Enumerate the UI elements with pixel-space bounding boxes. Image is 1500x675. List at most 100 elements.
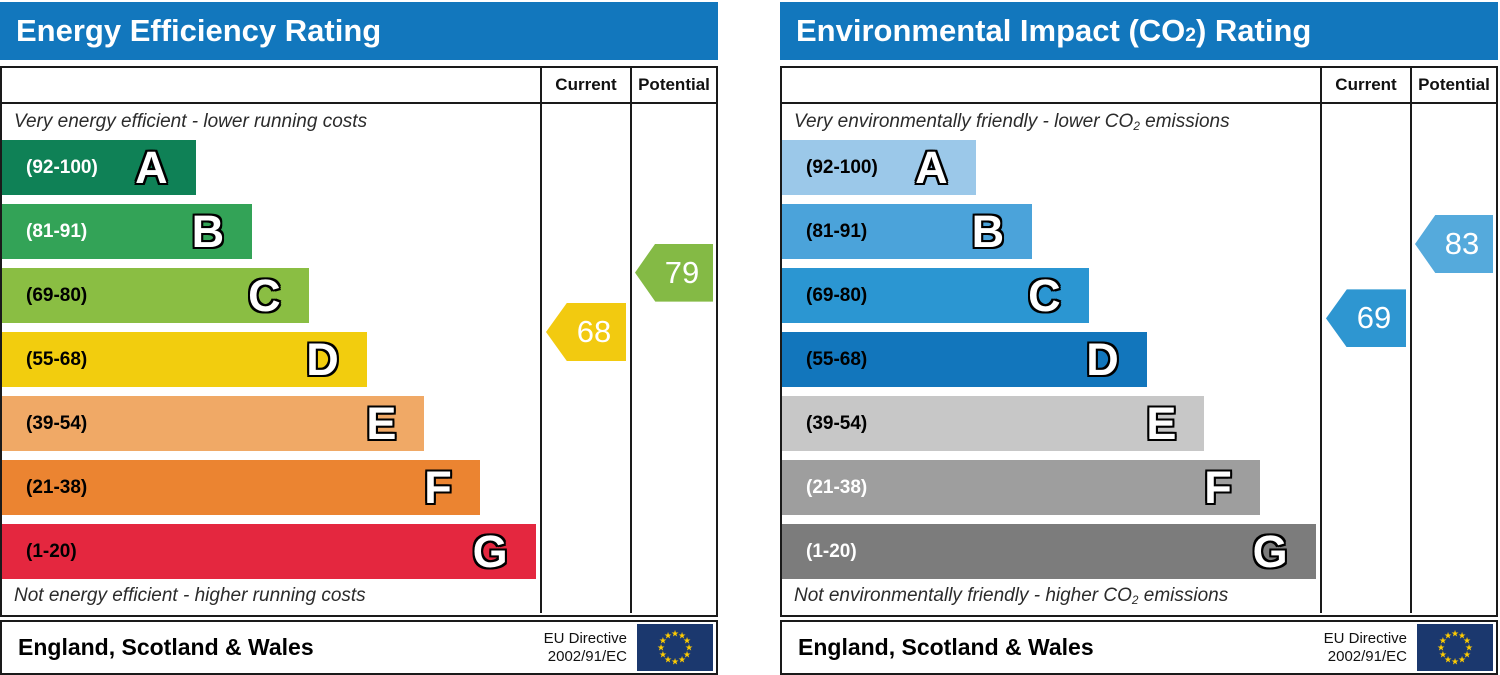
header-spacer [782, 68, 1320, 102]
current-rating-value: 68 [576, 314, 612, 349]
panel-title-subscript: 2 [1185, 25, 1196, 47]
potential-arrow: 83 [1415, 215, 1493, 273]
current-arrow: 69 [1326, 289, 1406, 348]
potential-rating-value: 79 [664, 254, 700, 290]
svg-text:★: ★ [1437, 644, 1445, 654]
band-letter: E [1146, 398, 1177, 449]
svg-text:★: ★ [678, 656, 686, 666]
panel-title: Environmental Impact (CO 2) Rating [780, 2, 1498, 60]
current-column-header: Current [1320, 68, 1410, 102]
svg-text:★: ★ [1439, 651, 1447, 661]
svg-text:★: ★ [1444, 656, 1452, 666]
band-range-label: (92-100) [26, 156, 98, 178]
band-row-f: (21-38) F [2, 460, 480, 515]
band-row-d: (55-68) D [782, 332, 1147, 387]
band-letter: B [971, 206, 1005, 257]
eu-flag-icon: ★★★ ★★★ ★★★ ★★★ [1417, 624, 1493, 671]
band-range-label: (55-68) [26, 348, 88, 370]
panel-title-text: Environmental Impact (CO [796, 13, 1186, 48]
band-letter: F [1204, 462, 1232, 513]
svg-text:★: ★ [685, 644, 693, 654]
band-letter: B [191, 206, 225, 257]
svg-text:★: ★ [664, 631, 672, 641]
band-row-b: (81-91) B [782, 204, 1033, 259]
svg-text:★: ★ [659, 637, 667, 647]
caption-top: Very environmentally friendly - lower CO… [794, 111, 1314, 133]
eu-directive-label: EU Directive 2002/91/EC [1324, 630, 1407, 666]
band-letter: G [1252, 526, 1288, 577]
panel-title: Energy Efficiency Rating [0, 2, 718, 60]
svg-text:★: ★ [659, 651, 667, 661]
potential-arrow: 79 [635, 243, 713, 302]
rating-table: Current Potential Very energy efficient … [0, 66, 718, 617]
region-label: England, Scotland & Wales [18, 634, 314, 660]
current-column-header: Current [540, 68, 630, 102]
footer: England, Scotland & Wales EU Directive 2… [0, 620, 718, 675]
band-range-label: (21-38) [26, 476, 88, 498]
band-letter: E [366, 398, 397, 449]
eu-directive-line2: 2002/91/EC [1327, 647, 1407, 665]
environmental-impact-panel: Environmental Impact (CO 2) Rating Curren… [780, 0, 1498, 675]
band-row-a: (92-100) A [782, 140, 976, 195]
band-row-c: (69-80) C [2, 268, 309, 323]
eu-directive-line2: 2002/91/EC [547, 647, 627, 665]
potential-column-header: Potential [630, 68, 716, 102]
current-rating-value: 69 [1356, 300, 1392, 336]
caption-subscript: 2 [1133, 120, 1140, 134]
svg-text:★: ★ [683, 651, 691, 661]
footer: England, Scotland & Wales EU Directive 2… [780, 620, 1498, 675]
band-range-label: (39-54) [806, 412, 868, 434]
band-letter: D [306, 334, 339, 385]
table-body: Very energy efficient - lower running co… [2, 104, 716, 613]
table-header-row: Current Potential [2, 68, 716, 104]
svg-text:★: ★ [1463, 637, 1471, 647]
band-letter: A [915, 142, 948, 193]
band-row-g: (1-20) G [782, 524, 1316, 579]
band-letter: G [472, 526, 508, 577]
caption-text: Very environmentally friendly - lower CO [794, 111, 1134, 132]
caption-bottom: Not energy efficient - higher running co… [14, 585, 534, 607]
caption-text-end: emissions [1139, 111, 1230, 132]
band-range-label: (81-91) [806, 220, 868, 242]
band-range-label: (81-91) [26, 220, 88, 242]
potential-column-header: Potential [1410, 68, 1496, 102]
svg-text:★: ★ [1465, 644, 1473, 654]
band-letter: D [1086, 334, 1119, 385]
band-letter: A [135, 142, 168, 193]
caption-text: Not environmentally friendly - higher CO [794, 585, 1132, 606]
band-row-a: (92-100) A [2, 140, 196, 195]
band-range-label: (39-54) [26, 412, 88, 434]
caption-text: Not energy efficient - higher running co… [14, 585, 366, 606]
panel-title-text-end: ) Rating [1195, 13, 1312, 48]
current-arrow: 68 [546, 303, 626, 361]
caption-top: Very energy efficient - lower running co… [14, 111, 534, 133]
eu-flag-icon: ★★★ ★★★ ★★★ ★★★ [637, 624, 713, 671]
svg-text:★: ★ [1451, 630, 1459, 640]
panel-title-text: Energy Efficiency Rating [16, 13, 382, 48]
band-letter: F [424, 462, 452, 513]
svg-text:★: ★ [1458, 656, 1466, 666]
eu-directive-label: EU Directive 2002/91/EC [544, 630, 627, 666]
band-range-label: (92-100) [806, 156, 878, 178]
band-letter: C [1028, 270, 1061, 321]
svg-text:★: ★ [678, 631, 686, 641]
band-row-d: (55-68) D [2, 332, 367, 387]
svg-text:★: ★ [1463, 651, 1471, 661]
caption-text-end: emissions [1138, 585, 1229, 606]
band-zone: Very environmentally friendly - lower CO… [782, 104, 1320, 613]
svg-text:★: ★ [657, 644, 665, 654]
svg-text:★: ★ [1451, 658, 1459, 668]
caption-bottom: Not environmentally friendly - higher CO… [794, 585, 1314, 607]
potential-rating-value: 83 [1444, 226, 1480, 261]
band-zone: Very energy efficient - lower running co… [2, 104, 540, 613]
potential-column: 83 [1410, 104, 1496, 613]
band-range-label: (69-80) [806, 284, 868, 306]
band-range-label: (1-20) [806, 540, 857, 562]
svg-text:★: ★ [671, 658, 679, 668]
caption-subscript: 2 [1131, 594, 1139, 608]
eu-directive-line1: EU Directive [1323, 629, 1407, 647]
svg-text:★: ★ [1444, 631, 1452, 641]
region-label: England, Scotland & Wales [798, 634, 1094, 660]
energy-efficiency-panel: Energy Efficiency Rating Current Potenti… [0, 0, 718, 675]
table-header-row: Current Potential [782, 68, 1496, 104]
